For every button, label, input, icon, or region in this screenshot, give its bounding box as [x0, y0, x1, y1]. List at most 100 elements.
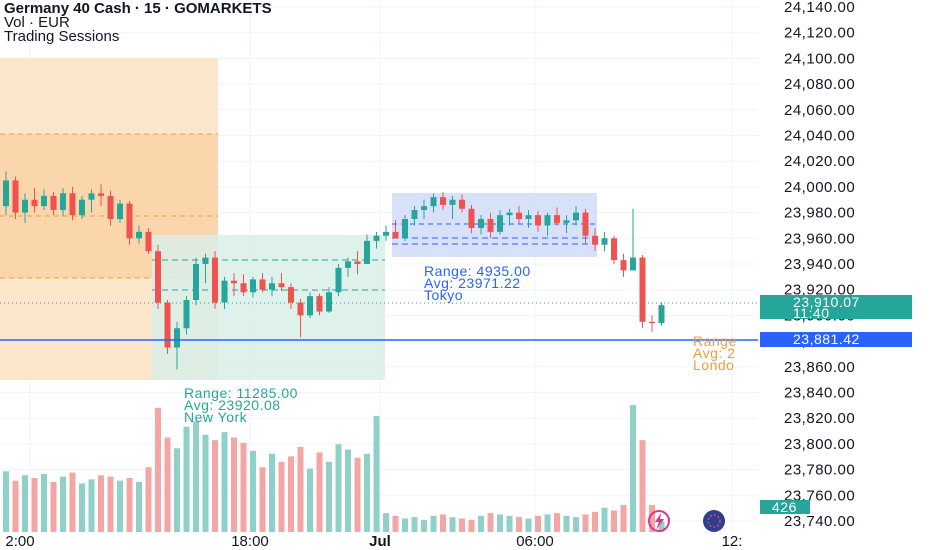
volume-bar — [307, 468, 313, 532]
candle-body — [535, 215, 541, 226]
volume-bar — [402, 518, 408, 532]
price-tick-label: 23,820.00 — [784, 410, 855, 427]
candle-body — [3, 180, 9, 207]
volume-bar — [611, 510, 617, 532]
newyork-range-label: Range: 11285.00 — [184, 385, 298, 401]
price-tick-label: 24,060.00 — [784, 102, 855, 119]
symbol-title[interactable]: Germany 40 Cash · 15 · GOMARKETS — [4, 0, 272, 17]
london-range-label: Range — [693, 333, 737, 349]
volume-bar — [411, 517, 418, 532]
candle-body — [506, 212, 513, 216]
flash-icon[interactable] — [648, 510, 670, 532]
trading-sessions-label[interactable]: Trading Sessions — [4, 28, 120, 45]
price-tick-label: 23,960.00 — [784, 230, 855, 247]
candle-body — [411, 210, 418, 220]
time-tick-label: 2:00 — [5, 533, 34, 550]
volume-bar — [50, 482, 57, 532]
candle-body — [297, 302, 304, 316]
volume-bar — [459, 518, 465, 532]
candle-body — [117, 203, 123, 220]
volume-bar — [544, 514, 551, 532]
candle-body — [183, 299, 190, 329]
candle-body — [269, 283, 275, 290]
candle-body — [136, 231, 142, 239]
price-axis[interactable]: 24,140.00 24,120.00 24,100.00 24,080.00 24,0… — [784, 0, 855, 530]
candles — [3, 171, 665, 370]
volume-bar — [136, 482, 142, 532]
volume-bar — [240, 442, 247, 532]
volume-bar — [364, 453, 370, 532]
volume-bar — [630, 405, 636, 532]
candle-body — [316, 296, 323, 312]
candle-body — [250, 279, 256, 293]
price-tick-label: 23,940.00 — [784, 256, 855, 273]
volume-bar — [449, 517, 456, 532]
candle-body — [288, 287, 294, 303]
candle-body — [240, 283, 247, 293]
volume-bar — [41, 473, 47, 532]
time-axis[interactable]: 2:00 18:00 Jul 06:00 12: — [5, 533, 742, 550]
candle-body — [497, 215, 503, 232]
volume-bar — [278, 461, 285, 532]
volume-bar — [22, 475, 28, 532]
candle-body — [79, 199, 85, 216]
time-tick-label: 18:00 — [231, 533, 269, 550]
time-tick-label: 12: — [722, 533, 743, 550]
volume-bar — [620, 505, 627, 532]
volume-bar — [231, 437, 237, 532]
candle-body — [554, 215, 560, 223]
volume-bar — [126, 478, 133, 532]
last-price-countdown: 11:40 — [793, 305, 830, 321]
volume-bar — [430, 515, 437, 532]
volume-bar — [468, 519, 475, 532]
newyork-avg-label: Avg: 23920.08 — [184, 397, 281, 413]
candle-body — [202, 257, 209, 264]
volume-bar — [421, 519, 427, 532]
candle-body — [98, 193, 104, 196]
volume-indicator-label[interactable]: Vol · EUR — [4, 14, 70, 31]
candle-body — [69, 193, 76, 216]
candle-body — [231, 280, 237, 284]
candle-body — [630, 257, 636, 271]
newyork-session-box — [152, 235, 385, 380]
volume-bar — [250, 451, 256, 532]
volume-bar — [31, 478, 38, 532]
volume-bar — [573, 517, 579, 532]
price-tick-label: 23,980.00 — [784, 205, 855, 222]
price-tick-label: 24,100.00 — [784, 50, 855, 67]
candle-body — [573, 212, 579, 221]
candle-body — [525, 215, 532, 220]
volume-bar — [202, 434, 209, 532]
candle-body — [31, 199, 38, 207]
candle-body — [364, 240, 370, 264]
candle-body — [307, 296, 313, 316]
candle-body — [478, 219, 484, 229]
price-tick-label: 24,000.00 — [784, 179, 855, 196]
candle-body — [174, 328, 180, 348]
candle-body — [145, 231, 152, 252]
tokyo-avg-label: Avg: 23971.22 — [424, 275, 521, 291]
level-price-value: 23,881.42 — [793, 331, 860, 347]
volume-bar — [69, 472, 76, 532]
candle-body — [22, 199, 28, 213]
volume-bar — [316, 452, 323, 532]
volume-bar — [155, 407, 161, 532]
flag-icon[interactable] — [703, 510, 725, 532]
candle-body — [383, 231, 389, 236]
candle-body — [544, 215, 551, 226]
volume-bar — [193, 421, 199, 532]
volume-bar — [145, 467, 152, 532]
volume-bar — [392, 515, 399, 532]
volume-bar — [259, 467, 266, 532]
candle-body — [278, 283, 285, 288]
last-price-value: 23,910.07 — [793, 294, 860, 310]
volume-bar — [649, 505, 655, 532]
volume-bar — [297, 446, 304, 532]
volume-bar — [335, 444, 342, 532]
candle-body — [440, 197, 446, 205]
volume-bar — [440, 514, 446, 532]
volume-bar — [3, 471, 9, 532]
volume-bar — [354, 457, 361, 532]
volume-bar — [383, 513, 389, 532]
